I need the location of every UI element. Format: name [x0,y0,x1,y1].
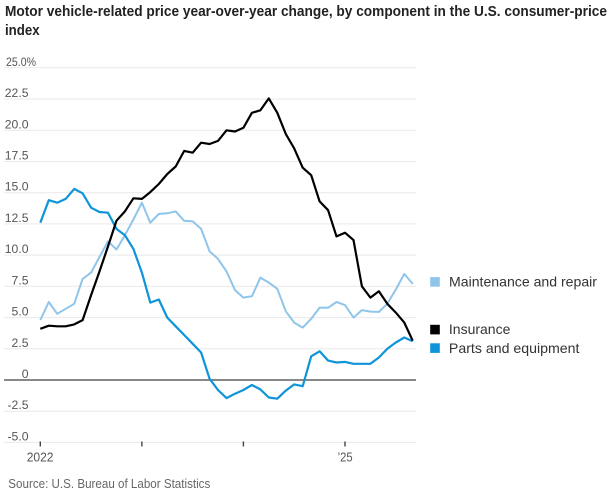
svg-text:Parts and equipment: Parts and equipment [449,340,580,356]
svg-text:10.0: 10.0 [5,242,29,256]
svg-text:0: 0 [22,367,29,381]
svg-text:2.5: 2.5 [12,336,29,350]
svg-text:12.5: 12.5 [5,211,29,225]
svg-text:’25: ’25 [338,450,353,465]
svg-text:Motor vehicle-related price ye: Motor vehicle-related price year-over-ye… [5,4,607,20]
svg-text:2022: 2022 [27,450,54,465]
svg-text:5.0: 5.0 [12,305,29,319]
svg-text:index: index [5,23,40,39]
svg-text:-5.0: -5.0 [7,429,28,443]
svg-text:7.5: 7.5 [12,273,29,287]
svg-text:22.5: 22.5 [5,86,29,100]
svg-text:20.0: 20.0 [5,117,29,131]
svg-text:-2.5: -2.5 [7,398,28,412]
svg-text:15.0: 15.0 [5,180,29,194]
svg-text:17.5: 17.5 [5,149,29,163]
svg-text:25.0%: 25.0% [6,55,36,69]
svg-text:Insurance: Insurance [449,321,511,337]
svg-text:Maintenance and repair: Maintenance and repair [449,273,597,289]
svg-text:Source: U.S. Bureau of Labor S: Source: U.S. Bureau of Labor Statistics [8,476,210,491]
